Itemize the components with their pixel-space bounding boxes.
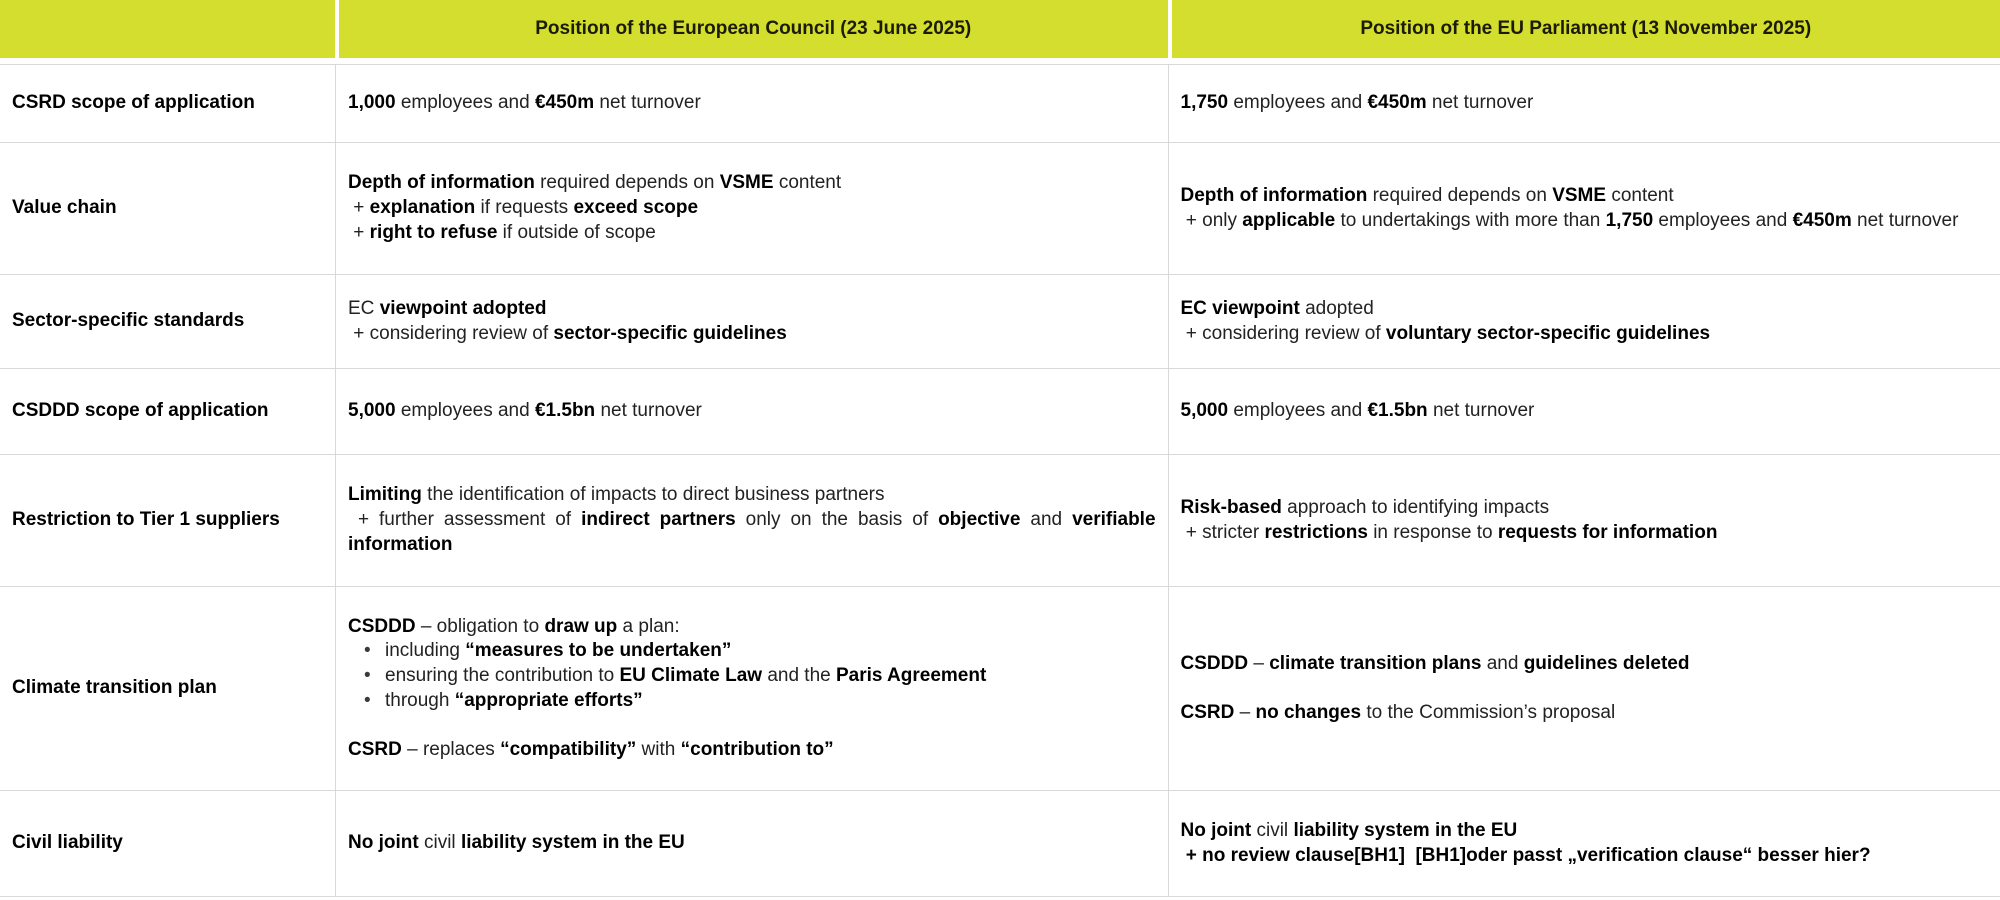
text-line: CSRD – replaces “compatibility” with “co… xyxy=(348,738,834,760)
row-sector-standards: Sector-specific standards EC viewpoint a… xyxy=(0,275,2000,369)
council-cell: No joint civil liability system in the E… xyxy=(335,791,1168,896)
text-line: CSRD – no changes to the Commission’s pr… xyxy=(1180,701,1616,723)
text-line: No joint civil liability system in the E… xyxy=(348,832,685,854)
text-line: + only applicable to undertakings with m… xyxy=(1180,209,1959,231)
header-parliament-cell: Position of the EU Parliament (13 Novemb… xyxy=(1171,0,2000,58)
row-csrd-scope: CSRD scope of application 1,000 employee… xyxy=(0,65,2000,143)
table-body: CSRD scope of application 1,000 employee… xyxy=(0,64,2000,897)
bullet-item: including “measures to be undertaken” xyxy=(348,639,1156,664)
text-line: + explanation if requests exceed scope xyxy=(348,197,699,219)
text-line: CSDDD – climate transition plans and gui… xyxy=(1180,652,1690,674)
parliament-cell: No joint civil liability system in the E… xyxy=(1167,791,2000,896)
text-line: + considering review of sector-specific … xyxy=(348,322,787,344)
text-line: + further assessment of indirect partner… xyxy=(348,509,1161,555)
text-line: 1,750 employees and €450m net turnover xyxy=(1180,92,1534,114)
council-cell: Depth of information required depends on… xyxy=(335,143,1168,274)
table-header-row: Position of the European Council (23 Jun… xyxy=(0,0,2000,58)
text-line: + considering review of voluntary sector… xyxy=(1180,322,1711,344)
text-line: + stricter restrictions in response to r… xyxy=(1180,521,1718,543)
row-climate-transition-plan: Climate transition plan CSDDD – obligati… xyxy=(0,587,2000,791)
row-label: Restriction to Tier 1 suppliers xyxy=(12,509,280,531)
parliament-cell: EC viewpoint adopted + considering revie… xyxy=(1167,275,2000,368)
row-tier1-restriction: Restriction to Tier 1 suppliers Limiting… xyxy=(0,455,2000,587)
blank-line xyxy=(348,714,1156,738)
parliament-cell: 5,000 employees and €1.5bn net turnover xyxy=(1167,369,2000,454)
text-line: Risk-based approach to identifying impac… xyxy=(1180,496,1550,518)
parliament-cell: Risk-based approach to identifying impac… xyxy=(1167,455,2000,586)
council-cell: 5,000 employees and €1.5bn net turnover xyxy=(335,369,1168,454)
row-label: Climate transition plan xyxy=(12,677,217,699)
council-cell: EC viewpoint adopted + considering revie… xyxy=(335,275,1168,368)
blank-line xyxy=(1181,677,1989,701)
text-line: Limiting the identification of impacts t… xyxy=(348,484,885,506)
row-label: Value chain xyxy=(12,197,117,219)
row-civil-liability: Civil liability No joint civil liability… xyxy=(0,791,2000,897)
parliament-cell: Depth of information required depends on… xyxy=(1167,143,2000,274)
text-line: Depth of information required depends on… xyxy=(348,172,842,194)
text-line: EC viewpoint adopted xyxy=(1180,297,1374,319)
bullet-item: ensuring the contribution to EU Climate … xyxy=(348,664,1156,689)
council-cell: CSDDD – obligation to draw up a plan:inc… xyxy=(335,587,1168,790)
parliament-cell: CSDDD – climate transition plans and gui… xyxy=(1167,587,2000,790)
row-label: CSRD scope of application xyxy=(12,92,255,114)
row-label: CSDDD scope of application xyxy=(12,400,269,422)
text-line: CSDDD – obligation to draw up a plan: xyxy=(348,615,680,637)
row-value-chain: Value chain Depth of information require… xyxy=(0,143,2000,275)
council-cell: Limiting the identification of impacts t… xyxy=(335,455,1168,586)
row-label: Civil liability xyxy=(12,832,123,854)
row-csddd-scope: CSDDD scope of application 5,000 employe… xyxy=(0,369,2000,455)
text-line: 1,000 employees and €450m net turnover xyxy=(348,92,701,114)
council-cell: 1,000 employees and €450m net turnover xyxy=(335,65,1168,142)
text-line: + no review clause[BH1] [BH1]oder passt … xyxy=(1180,844,1871,866)
header-council-cell: Position of the European Council (23 Jun… xyxy=(339,0,1168,58)
text-line: 5,000 employees and €1.5bn net turnover xyxy=(1180,400,1535,422)
header-empty-cell xyxy=(0,0,335,58)
text-line: 5,000 employees and €1.5bn net turnover xyxy=(348,400,702,422)
parliament-cell: 1,750 employees and €450m net turnover xyxy=(1167,65,2000,142)
row-label: Sector-specific standards xyxy=(12,310,245,332)
text-line: No joint civil liability system in the E… xyxy=(1180,819,1518,841)
text-line: Depth of information required depends on… xyxy=(1180,184,1674,206)
bullet-item: through “appropriate efforts” xyxy=(348,689,1156,714)
header-body-divider xyxy=(0,58,2000,64)
text-line: EC viewpoint adopted xyxy=(348,297,547,319)
text-line: + right to refuse if outside of scope xyxy=(348,221,656,243)
